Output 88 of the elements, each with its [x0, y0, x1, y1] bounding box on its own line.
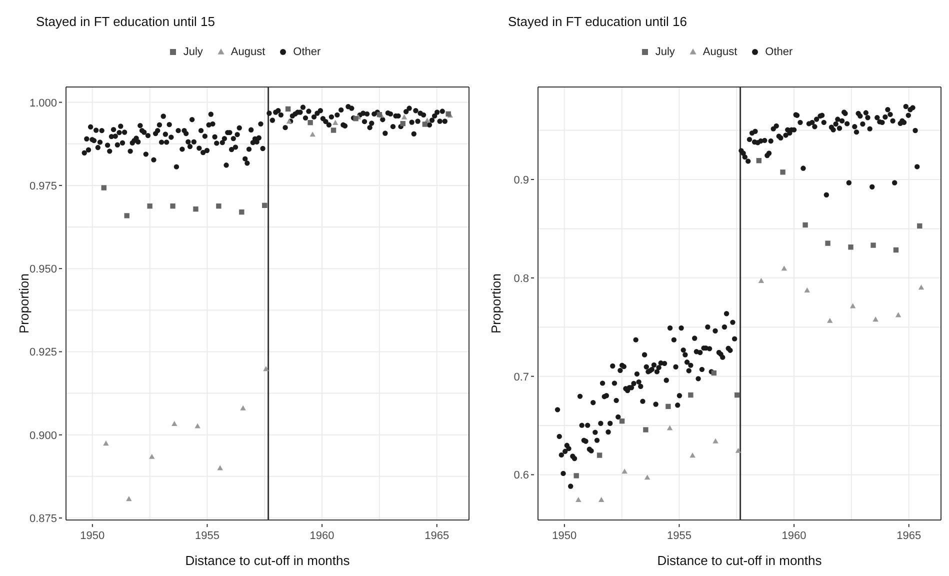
point	[619, 418, 625, 424]
y-tick-label: 0.875	[29, 513, 57, 526]
point	[170, 203, 176, 209]
legend-label: Other	[293, 46, 321, 58]
point	[240, 405, 246, 410]
point	[446, 111, 451, 117]
x-tick-label: 1955	[666, 530, 692, 542]
point	[734, 392, 740, 398]
point	[644, 474, 650, 480]
point	[917, 223, 922, 229]
y-tick-label: 1.000	[29, 97, 57, 110]
point	[262, 202, 268, 208]
x-tick-label: 1960	[782, 530, 806, 542]
point	[735, 448, 742, 453]
point	[781, 266, 788, 271]
point	[574, 473, 579, 478]
point	[401, 114, 408, 120]
point	[310, 132, 316, 137]
point	[848, 244, 854, 250]
point	[643, 427, 648, 432]
point	[332, 120, 338, 125]
x-axis-title: Distance to cut-off in months	[657, 553, 822, 568]
y-tick-label: 0.950	[29, 264, 57, 276]
point	[126, 496, 132, 502]
point	[217, 465, 223, 470]
y-tick-label: 0.925	[29, 346, 57, 359]
point	[711, 370, 716, 376]
legend-label: Other	[765, 46, 793, 58]
x-tick-label: 1960	[310, 530, 334, 542]
point	[802, 222, 808, 228]
point	[690, 452, 696, 458]
y-tick-label: 0.6	[514, 470, 529, 482]
x-tick-label: 1965	[424, 530, 450, 542]
chart-title: Stayed in FT education until 15	[35, 13, 216, 31]
point	[216, 203, 222, 209]
x-axis-title: Distance to cut-off in months	[185, 553, 350, 568]
point	[149, 454, 155, 459]
chart-title: Stayed in FT education until 16	[507, 13, 688, 31]
point	[194, 423, 200, 428]
point	[172, 420, 178, 426]
point	[576, 496, 582, 502]
point	[101, 185, 106, 190]
point	[666, 404, 671, 410]
y-tick-label: 0.7	[514, 371, 529, 384]
legend-label: August	[702, 46, 738, 58]
point	[353, 116, 358, 122]
point	[263, 366, 269, 372]
point	[804, 287, 810, 292]
x-tick-label: 1950	[80, 530, 105, 542]
point	[893, 247, 899, 253]
point	[870, 242, 876, 248]
y-tick-label: 0.8	[514, 272, 529, 285]
point	[780, 170, 786, 175]
point	[400, 120, 406, 126]
y-tick-label: 0.9	[514, 174, 529, 187]
x-tick-label: 1965	[896, 530, 922, 542]
point	[193, 206, 198, 212]
legend-label: August	[230, 46, 266, 58]
point	[918, 284, 924, 290]
legend-label: July	[183, 46, 203, 58]
point	[422, 122, 428, 127]
point	[756, 158, 762, 164]
point	[827, 318, 833, 323]
point	[872, 316, 878, 322]
point	[688, 392, 694, 398]
point	[598, 496, 604, 502]
legend-label: July	[655, 46, 675, 58]
y-tick-label: 0.975	[29, 180, 57, 192]
point	[850, 303, 856, 308]
point	[239, 209, 244, 215]
x-tick-label: 1950	[552, 530, 577, 542]
y-tick-label: 0.900	[29, 430, 57, 442]
y-axis-title: Proportion	[16, 274, 32, 334]
point	[103, 440, 109, 446]
point	[285, 106, 291, 112]
point	[666, 425, 673, 430]
point	[712, 438, 718, 444]
point	[622, 468, 628, 474]
point	[596, 452, 602, 458]
point	[147, 203, 152, 209]
point	[308, 120, 313, 126]
point	[124, 213, 130, 218]
y-axis-title: Proportion	[488, 274, 504, 334]
point	[825, 240, 830, 246]
point	[758, 278, 764, 283]
point	[330, 128, 336, 133]
x-tick-label: 1955	[194, 530, 220, 542]
point	[895, 312, 902, 318]
